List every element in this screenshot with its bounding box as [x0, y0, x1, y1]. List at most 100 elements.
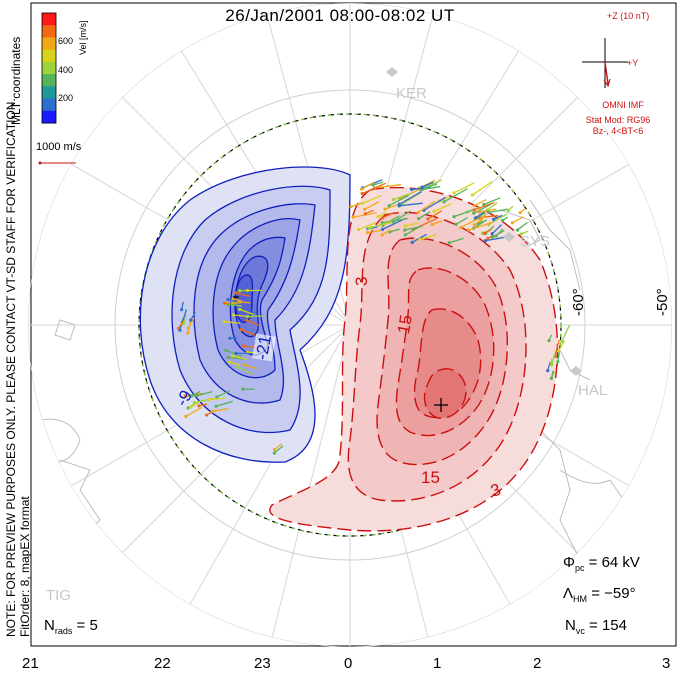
velocity-vector-origin: [360, 187, 364, 191]
velocity-vector-origin: [472, 223, 477, 227]
velocity-vector-origin: [272, 448, 277, 452]
colorbar-border: [41, 12, 57, 124]
velocity-vector: [185, 406, 203, 417]
velocity-vector: [228, 356, 244, 360]
velocity-vector: [372, 181, 384, 186]
velocity-vector: [433, 203, 452, 212]
velocity-vector: [511, 216, 524, 224]
velocity-vector: [405, 226, 419, 236]
negative-potential-cell: [139, 166, 351, 463]
velocity-vector: [421, 181, 434, 188]
velocity-vector-origin: [380, 216, 385, 220]
velocity-vector: [393, 192, 412, 201]
velocity-vector-origin: [510, 221, 514, 225]
velocity-vector-origin: [245, 318, 249, 322]
mlt-tick-22: 22: [154, 655, 171, 672]
lat-label-50: -50°: [654, 288, 671, 316]
velocity-vector-origin: [231, 313, 235, 317]
velocity-vector-origin: [472, 208, 476, 212]
colorbar-segment: [42, 49, 56, 63]
velocity-vector: [478, 214, 499, 219]
velocity-vector-origin: [430, 223, 434, 227]
velocity-vector-origin: [387, 204, 391, 208]
station-label-sys: SYS: [520, 233, 551, 250]
velocity-vector-origin: [472, 204, 476, 208]
velocity-vector-origin: [215, 395, 219, 399]
mlt-tick-2: 2: [533, 655, 542, 672]
velocity-vector-origin: [238, 289, 242, 293]
velocity-vector-origin: [467, 228, 471, 232]
velocity-vector: [472, 180, 493, 196]
velocity-vector: [486, 202, 498, 211]
velocity-vector: [239, 308, 254, 315]
stat-lambda-hm: ΛHM = −59°: [563, 585, 636, 604]
velocity-vector-origin: [557, 349, 561, 353]
velocity-vector-origin: [416, 210, 420, 215]
colorbar-tick-400: 400: [58, 65, 74, 75]
imf-y-label: +Y: [627, 58, 639, 68]
station-label-tig: TIG: [46, 587, 71, 604]
velocity-vector-origin: [226, 297, 230, 302]
velocity-vector: [517, 221, 528, 231]
velocity-vector-origin: [549, 376, 553, 381]
velocity-vector-origin: [190, 394, 194, 398]
velocity-vector-origin: [485, 208, 489, 212]
stat-n-rads: Nrads = 5: [44, 617, 98, 636]
velocity-vector: [358, 221, 377, 231]
velocity-vector-origin: [452, 191, 456, 195]
colorbar-tick-600: 600: [58, 36, 74, 46]
velocity-vector-origin: [519, 232, 523, 236]
velocity-vector-origin: [228, 336, 232, 340]
velocity-vector-origin: [186, 406, 190, 410]
velocity-vector: [423, 196, 446, 211]
velocity-vector: [361, 181, 375, 190]
velocity-vector: [404, 222, 419, 227]
velocity-vector-origin: [192, 401, 196, 405]
velocity-vector-origin: [360, 191, 364, 196]
velocity-vector-origin: [180, 308, 184, 312]
positive-potential-cell: [269, 186, 559, 532]
velocity-vector-origin: [360, 201, 364, 205]
imf-clock-dial: [582, 38, 628, 88]
velocity-vector-origin: [490, 235, 494, 239]
station-label-ker: KER: [396, 85, 427, 102]
potential-max-marker: [434, 398, 448, 412]
velocity-vector-origin: [245, 288, 250, 293]
velocity-vector-origin: [380, 233, 384, 237]
velocity-vector: [246, 319, 260, 327]
velocity-vector-origin: [246, 314, 250, 319]
velocity-vector-origin: [234, 351, 238, 355]
velocity-vector: [381, 229, 391, 236]
velocity-vector-origin: [356, 227, 361, 232]
colorbar-segment: [42, 74, 56, 87]
velocity-vector: [190, 401, 200, 408]
velocity-vector-origin: [272, 451, 276, 455]
velocity-vector-origin: [447, 241, 451, 245]
velocity-vector-origin: [226, 355, 230, 360]
velocity-vector: [196, 391, 213, 397]
velocity-vector-origin: [518, 211, 522, 215]
velocity-vector: [453, 209, 474, 218]
velocity-vector: [229, 361, 241, 366]
velocity-vector-origin: [492, 217, 496, 221]
velocity-vector-origin: [426, 217, 430, 221]
velocity-vector-origin: [204, 413, 209, 417]
velocity-vector-origin: [214, 404, 218, 408]
velocity-colorbar: [41, 12, 57, 124]
velocity-vector-origin: [403, 224, 407, 228]
stat-model-label: Stat Mod: RG96: [585, 115, 651, 125]
velocity-vector-origin: [207, 398, 211, 402]
velocity-vector-origin: [182, 322, 186, 326]
velocity-vector: [427, 210, 442, 220]
velocity-vector: [468, 221, 494, 231]
velocity-vector-origin: [238, 307, 242, 312]
velocity-vector-origin: [546, 369, 550, 373]
velocity-vector-origin: [210, 409, 214, 413]
velocity-vector-origin: [363, 207, 367, 211]
colorbar-label: Vel [m/s]: [78, 20, 88, 55]
velocity-vector-origin: [417, 217, 421, 221]
velocity-vector-origin: [472, 211, 476, 215]
velocity-vector-origin: [186, 331, 190, 335]
velocity-vector: [393, 210, 411, 223]
velocity-vector: [425, 183, 437, 189]
